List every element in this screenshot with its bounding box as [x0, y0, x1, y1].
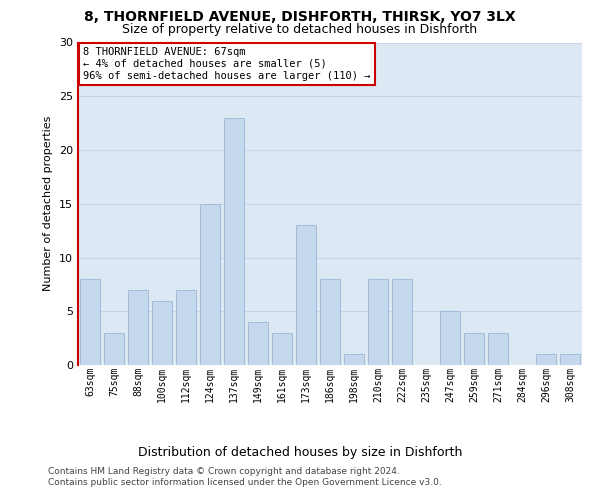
- Text: 8, THORNFIELD AVENUE, DISHFORTH, THIRSK, YO7 3LX: 8, THORNFIELD AVENUE, DISHFORTH, THIRSK,…: [84, 10, 516, 24]
- Bar: [296, 225, 316, 365]
- Bar: [128, 290, 148, 365]
- Bar: [368, 279, 388, 365]
- Bar: [152, 300, 172, 365]
- Bar: [248, 322, 268, 365]
- Text: Contains public sector information licensed under the Open Government Licence v3: Contains public sector information licen…: [48, 478, 442, 487]
- Bar: [536, 354, 556, 365]
- Bar: [104, 333, 124, 365]
- Bar: [560, 354, 580, 365]
- Text: 8 THORNFIELD AVENUE: 67sqm
← 4% of detached houses are smaller (5)
96% of semi-d: 8 THORNFIELD AVENUE: 67sqm ← 4% of detac…: [83, 48, 371, 80]
- Y-axis label: Number of detached properties: Number of detached properties: [43, 116, 53, 292]
- Bar: [200, 204, 220, 365]
- Bar: [176, 290, 196, 365]
- Text: Distribution of detached houses by size in Dishforth: Distribution of detached houses by size …: [138, 446, 462, 459]
- Text: Contains HM Land Registry data © Crown copyright and database right 2024.: Contains HM Land Registry data © Crown c…: [48, 467, 400, 476]
- Bar: [440, 311, 460, 365]
- Bar: [344, 354, 364, 365]
- Bar: [272, 333, 292, 365]
- Bar: [392, 279, 412, 365]
- Bar: [464, 333, 484, 365]
- Bar: [320, 279, 340, 365]
- Bar: [224, 118, 244, 365]
- Bar: [80, 279, 100, 365]
- Text: Size of property relative to detached houses in Dishforth: Size of property relative to detached ho…: [122, 22, 478, 36]
- Bar: [488, 333, 508, 365]
